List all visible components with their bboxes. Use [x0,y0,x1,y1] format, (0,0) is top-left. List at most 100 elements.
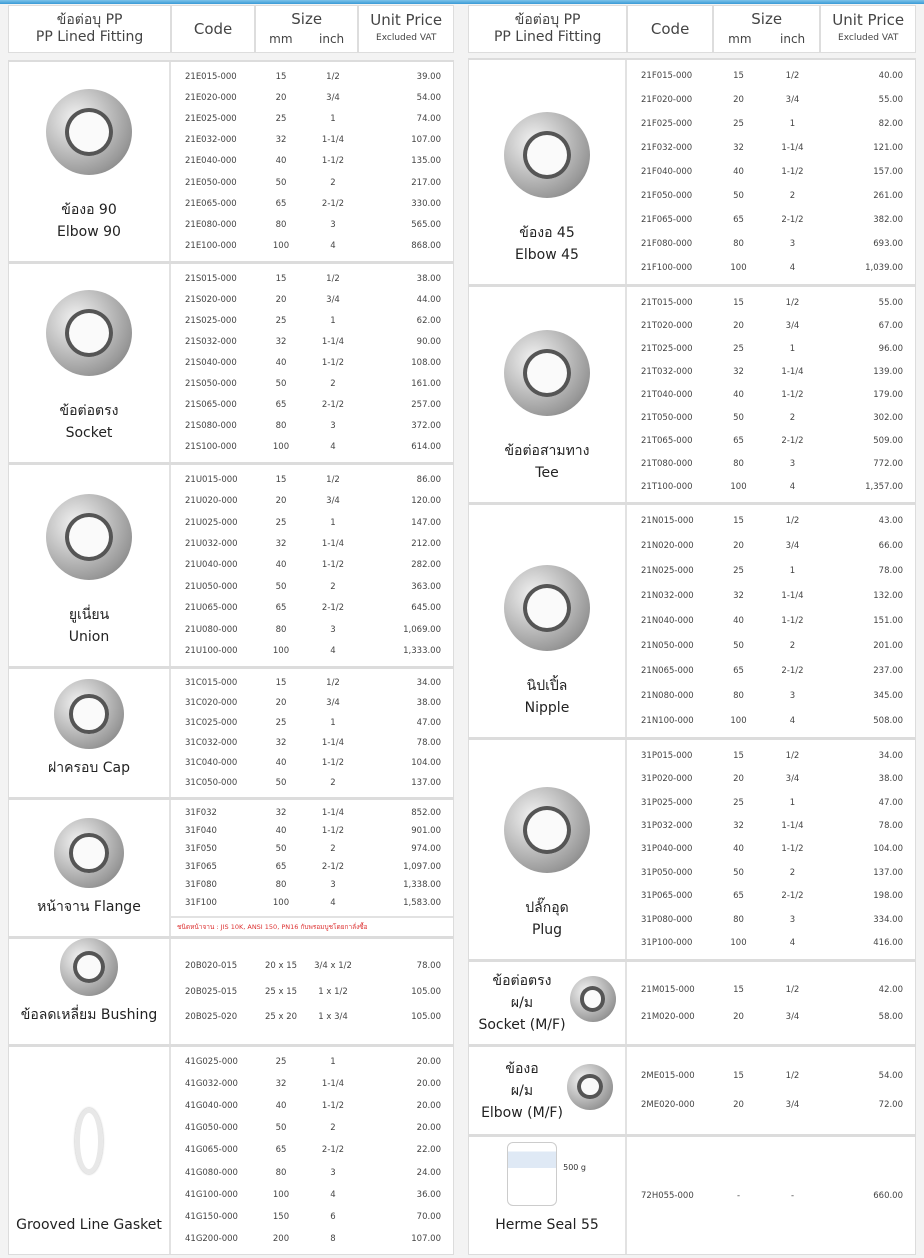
cell-inch: 1-1/4 [781,143,804,153]
column-code: 21N015-000 21N020-000 21N025-000 21N032-000… [627,505,713,737]
cell-mm: 200 [272,1233,290,1244]
cell-mm: 50 [275,844,287,854]
cell-code: 31P040-000 [641,844,693,855]
cell-price: 104.00 [411,758,441,768]
cell-code: 21U032-000 [185,539,238,550]
column-mm: 32 40 50 65 80 100 [255,800,307,916]
cell-price: 40.00 [878,71,903,81]
rows-grid: 21S015-000 21S020-000 21S025-000 21S032-000… [171,264,453,462]
cell-code: 21E015-000 [185,71,237,82]
table-header: ข้อต่อบุ PP PP Lined Fitting Code Size mm inc… [468,5,916,53]
cell-mm: 15 [733,516,744,527]
fitting-shape [46,89,132,175]
cell-inch: 3/4 [326,496,340,507]
cell-mm: 40 [275,560,287,571]
cell-price: 47.00 [878,797,903,808]
cell-price: 58.00 [878,1011,903,1022]
cell-code: 41G025-000 [185,1057,238,1068]
rows-grid: 2ME015-000 2ME020-000 15 20 1/2 3/4 54.00 72.00 [627,1047,915,1134]
flange-standard-note: ชนิดหน้าจาน : JIS 10K, ANSI 150, PN16 กั… [171,916,453,936]
cell-code: 21T040-000 [641,389,693,400]
cell-inch: 2-1/2 [321,603,345,614]
cell-mm: 25 [275,718,287,728]
fitting-shape [504,565,590,651]
cell-price: 132.00 [873,591,903,602]
cell-mm: 100 [730,481,747,492]
cell-code: 20B020-015 [185,960,238,971]
cell-price: 565.00 [411,220,441,231]
column-price: 39.00 54.00 74.00 107.00 135.00 217.00 330.00 5… [359,62,453,261]
rows-grid: 21M015-000 21M020-000 15 20 1/2 3/4 42.00 58.00 [627,962,915,1044]
column-inch: 1/2 3/4 1 1-1/4 1-1/2 2 2-1/2 3 4 [764,287,821,502]
cell-code: 72H055-000 [641,1190,694,1201]
rows-area: 21E015-000 21E020-000 21E025-000 21E032-000… [171,62,453,261]
cell-inch: 2 [330,1123,336,1134]
cell-price: 416.00 [873,938,903,949]
column-mm: 20 x 15 25 x 15 25 x 20 [255,939,307,1044]
cell-inch: 1/2 [785,1070,800,1081]
cell-code: 20B025-020 [185,1012,238,1023]
cell-price: 372.00 [411,421,441,432]
cell-inch: 3 [789,914,796,925]
cell-code: 21S040-000 [185,357,237,368]
product-cell-nipple: นิปเปิ้ล Nipple [469,505,627,737]
cell-code: 21T065-000 [641,435,693,446]
cell-price: 212.00 [411,539,441,550]
cell-price: 82.00 [878,119,903,129]
cell-code: 21S080-000 [185,421,237,432]
cell-price: 237.00 [873,665,903,676]
cell-price: 38.00 [416,273,441,284]
cell-mm: 40 [733,616,744,626]
cell-mm: 40 [275,357,287,368]
cell-mm: 100 [272,1189,290,1200]
header-price-label: Unit Price [370,11,443,29]
header-inch: inch [780,32,806,46]
cell-price: 74.00 [416,114,441,125]
cell-price: 54.00 [416,92,441,103]
cell-mm: 80 [733,690,744,701]
cell-inch: 1-1/4 [321,738,345,748]
header-size: Size mm inch [714,6,822,52]
cell-code: 21E050-000 [185,177,237,188]
cell-price: 96.00 [878,343,903,354]
cell-code: 21N100-000 [641,715,694,726]
cell-price: 44.00 [416,294,441,305]
column-inch: 3/4 x 1/2 1 x 1/2 1 x 3/4 [307,939,359,1044]
cell-mm: 20 [733,95,744,105]
product-labels: ยูเนี่ยน Union [69,604,109,648]
cell-inch: 3 [789,458,796,469]
cell-inch: 4 [789,938,796,949]
rows-area: 21S015-000 21S020-000 21S025-000 21S032-000… [171,264,453,462]
cell-mm: 15 [733,71,744,81]
cell-mm: 32 [733,821,744,832]
product-label: Elbow (M/F) [481,1104,563,1121]
cell-mm: 65 [733,435,744,446]
product-labels: ปลั๊กอุด Plug [525,897,568,941]
section-socket: ข้อต่อตรง Socket 21S015-000 21S020-000 21S02… [8,262,454,463]
header-price-sub: Excluded VAT [838,33,899,43]
cell-inch: 3 [330,220,336,231]
cell-code: 21F025-000 [641,119,693,129]
cell-inch: 1 x 1/2 [318,986,348,997]
cell-mm: 25 x 20 [264,1012,298,1023]
cell-code: 21E032-000 [185,135,237,146]
column-inch: 1/2 3/4 1 1-1/4 1-1/2 2 2-1/2 3 4 [307,62,359,261]
column-mm: 15 20 25 32 40 50 65 80 100 [713,740,764,959]
cell-code: 31C020-000 [185,698,238,708]
cell-code: 21S025-000 [185,315,237,326]
product-cell-gasket: Grooved Line Gasket [9,1047,171,1254]
rows-area: 21M015-000 21M020-000 15 20 1/2 3/4 42.00 58.00 [627,962,915,1044]
cell-mm: 25 x 15 [264,986,298,997]
cell-price: 107.00 [411,135,441,146]
cell-code: 31P065-000 [641,891,693,902]
cell-inch: 1-1/2 [321,1101,345,1112]
cell-inch: 1/2 [326,273,340,284]
product-label: Socket (M/F) [478,1017,566,1033]
fitting-shape [504,330,590,416]
cell-inch: 1 [330,1057,336,1068]
product-label: Tee [535,465,559,481]
cell-inch: 1/2 [785,984,800,995]
cell-code: 21N020-000 [641,541,694,552]
column-price: 852.00 901.00 974.00 1,097.00 1,338.00 1,583.… [359,800,453,916]
cell-mm: 25 [733,119,744,129]
